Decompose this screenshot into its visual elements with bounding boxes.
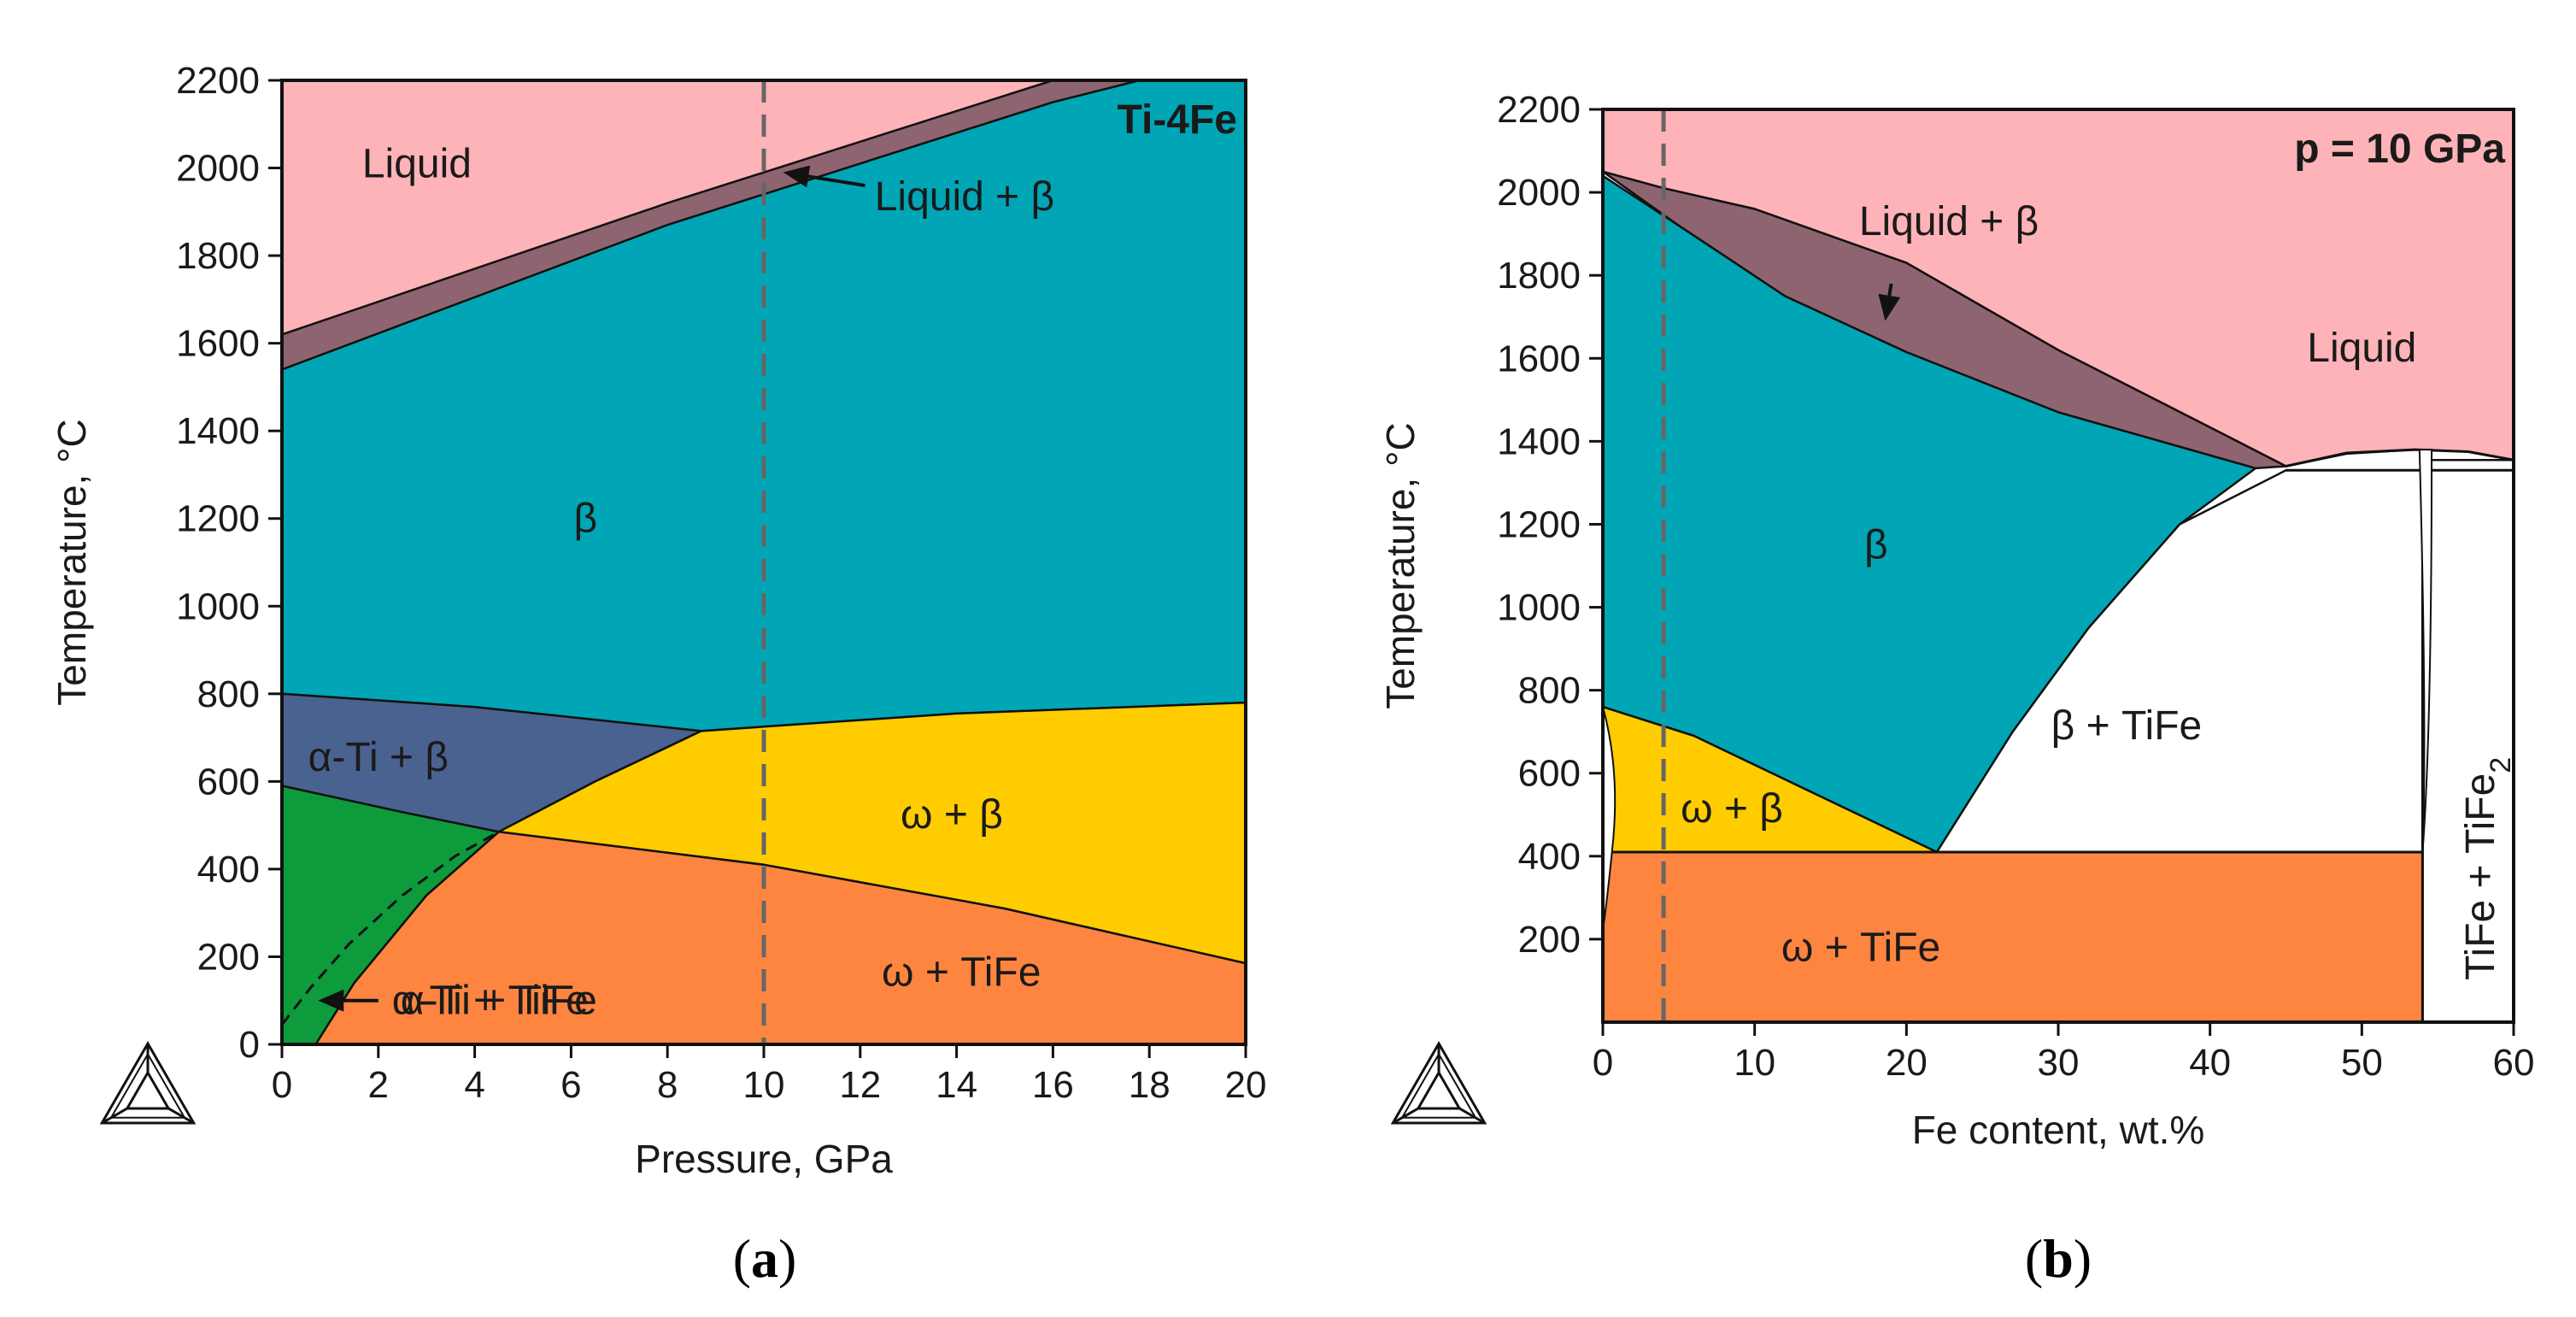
x-tick-label: 0 — [272, 1064, 292, 1106]
arrow-label-liquid-beta: Liquid + β — [875, 174, 1054, 220]
thermocalc-logo-icon — [1390, 1041, 1488, 1125]
x-axis-label-b: Fe content, wt.% — [1912, 1108, 2205, 1152]
pointer-arrow-head — [318, 989, 344, 1012]
x-tick-label: 6 — [560, 1064, 581, 1106]
region-label-liquid-beta: Liquid + β — [1859, 199, 2039, 244]
y-tick-label: 0 — [239, 1024, 260, 1066]
region-label-liquid: Liquid — [2307, 326, 2416, 371]
panel-a: 0 2 4 6 8 10 12 14 16 18 2002004006008001000120014… — [50, 60, 1266, 1289]
caption-letter-a: a — [751, 1228, 778, 1289]
y-tick-label: 1000 — [176, 585, 260, 627]
y-tick-label: 2200 — [176, 60, 260, 102]
composition-annotation: Ti-4Fe — [1118, 97, 1237, 143]
region-label-beta: β — [574, 497, 598, 542]
y-tick-label: 1200 — [176, 498, 260, 540]
caption-letter-b: b — [2043, 1228, 2074, 1289]
y-tick-label: 1800 — [176, 235, 260, 277]
pointer-arrow-shaft — [807, 174, 866, 188]
y-tick-label: 2000 — [176, 148, 260, 190]
thermocalc-logo-icon — [99, 1040, 197, 1125]
pointer-arrow-head — [1878, 293, 1901, 321]
y-tick-label: 1000 — [1497, 587, 1581, 629]
y-tick-label: 1400 — [1497, 420, 1581, 462]
y-tick-label: 2200 — [1497, 89, 1581, 131]
region-label-omega-beta: ω + β — [901, 792, 1003, 838]
panel-caption-a: (a) — [733, 1228, 797, 1289]
y-tick-label: 600 — [197, 761, 260, 803]
y-tick-label: 1400 — [176, 410, 260, 452]
region-label-omega-tife: ω + TiFe — [882, 950, 1041, 995]
phase-boundary-line — [2286, 448, 2514, 467]
region-label-liquid: Liquid — [362, 141, 472, 186]
alpha-ti-tife-dashed-boundary — [280, 831, 500, 1026]
x-tick-label: 60 — [2493, 1042, 2535, 1084]
y-tick-label: 1800 — [1497, 255, 1581, 297]
x-axis-label-a: Pressure, GPa — [635, 1137, 893, 1181]
x-tick-label: 12 — [839, 1064, 881, 1106]
x-tick-label: 14 — [936, 1064, 977, 1106]
region-label-beta: β — [1864, 523, 1888, 568]
pointer-arrow-head — [783, 165, 811, 188]
x-tick-label: 30 — [2038, 1042, 2080, 1084]
y-tick-label: 200 — [1518, 919, 1581, 961]
pressure-annotation: p = 10 GPa — [2294, 126, 2505, 172]
x-tick-label: 10 — [743, 1064, 785, 1106]
beta-solvus-sliver — [1602, 706, 1617, 932]
y-tick-label: 400 — [197, 849, 260, 891]
y-tick-label: 200 — [197, 936, 260, 978]
x-tick-label: 20 — [1886, 1042, 1928, 1084]
y-tick-label: 400 — [1518, 836, 1581, 878]
region-label-beta-tife: β + TiFe — [2051, 703, 2203, 749]
y-tick-label: 2000 — [1497, 172, 1581, 214]
x-tick-label: 0 — [1593, 1042, 1613, 1084]
x-tick-label: 18 — [1129, 1064, 1171, 1106]
y-tick-label: 800 — [1518, 670, 1581, 712]
y-tick-label: 1600 — [1497, 338, 1581, 379]
region-label-alpha-ti-beta: α-Ti + β — [308, 735, 449, 780]
panel-b: 0 10 20 30 40 50 60 200 400 600 800 1000 1200 1400 160… — [1378, 89, 2534, 1289]
phase-region-omega-tife — [1601, 850, 2424, 1024]
x-tick-label: 16 — [1032, 1064, 1074, 1106]
region-label-omega-tife: ω + TiFe — [1781, 926, 1940, 971]
x-tick-label: 40 — [2189, 1042, 2231, 1084]
y-tick-label: 1600 — [176, 323, 260, 365]
pointer-arrow-shaft — [1887, 283, 1893, 297]
y-tick-label: 1200 — [1497, 503, 1581, 545]
x-tick-label: 8 — [657, 1064, 678, 1106]
x-tick-label: 2 — [368, 1064, 389, 1106]
y-axis-label-a: Temperature, °C — [50, 419, 94, 705]
region-label-omega-beta: ω + β — [1681, 786, 1783, 832]
y-tick-label: 800 — [197, 673, 260, 715]
x-tick-label: 10 — [1734, 1042, 1775, 1084]
x-tick-label: 20 — [1225, 1064, 1267, 1106]
arrow-label-alpha-ti-tife: α-Ti + TiFe — [392, 979, 589, 1024]
panel-caption-b: (b) — [2025, 1228, 2092, 1289]
region-label-alpha-ti-tife: α-Ti + TiFe — [401, 979, 597, 1024]
tife-solvus-sliver — [2418, 449, 2433, 853]
x-tick-label: 4 — [464, 1064, 484, 1106]
y-axis-label-b: Temperature, °C — [1378, 422, 1423, 708]
y-tick-label: 600 — [1518, 753, 1581, 795]
x-tick-label: 50 — [2341, 1042, 2383, 1084]
